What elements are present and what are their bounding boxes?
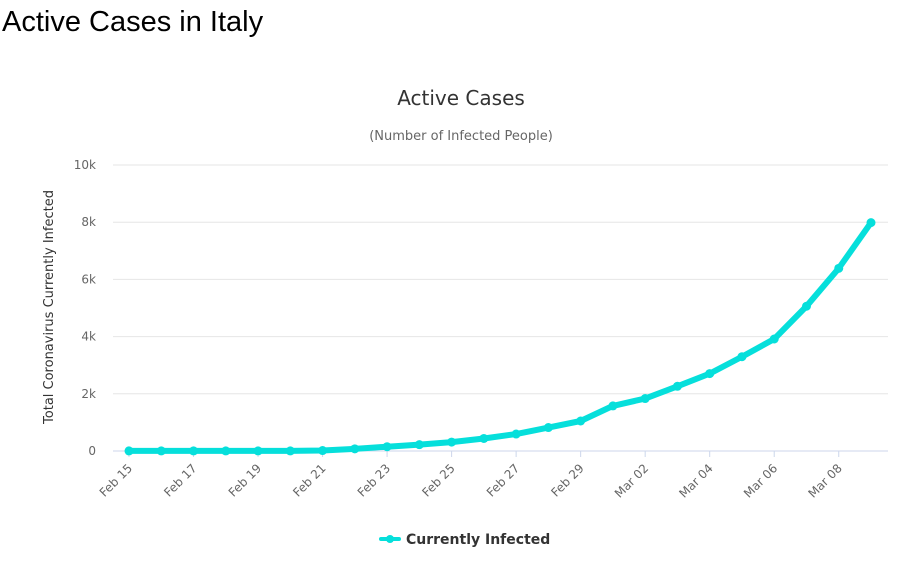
data-point[interactable]: [672, 381, 682, 391]
x-tick-label: Mar 04: [676, 461, 715, 500]
legend-item-currently-infected[interactable]: Currently Infected: [406, 532, 550, 548]
y-tick-label: 10k: [74, 158, 96, 172]
series-currently-infected[interactable]: [124, 218, 876, 456]
data-point[interactable]: [576, 416, 586, 426]
y-tick-label: 0: [88, 444, 96, 458]
gridlines: [113, 164, 888, 452]
data-point[interactable]: [511, 429, 521, 439]
data-point[interactable]: [769, 334, 779, 344]
chart-subtitle: (Number of Infected People): [369, 129, 553, 144]
y-tick-label: 6k: [81, 272, 96, 286]
data-point[interactable]: [414, 440, 424, 450]
data-point[interactable]: [866, 218, 876, 228]
data-point[interactable]: [608, 401, 618, 411]
data-point[interactable]: [543, 423, 553, 433]
y-tick-label: 8k: [81, 215, 96, 229]
legend-marker: [386, 535, 394, 543]
x-tick-label: Feb 19: [226, 461, 264, 499]
x-tick-label: Mar 08: [805, 461, 844, 500]
x-tick-label: Mar 06: [741, 461, 780, 500]
y-tick-label: 4k: [81, 330, 96, 344]
chart-title: Active Cases: [397, 86, 525, 110]
legend[interactable]: Currently Infected: [379, 532, 550, 548]
data-point[interactable]: [156, 446, 166, 456]
page-title: Active Cases in Italy: [2, 6, 264, 38]
x-tick-label: Feb 21: [290, 461, 328, 499]
data-point[interactable]: [318, 446, 328, 456]
data-point[interactable]: [640, 394, 650, 404]
x-tick-label: Feb 23: [355, 461, 393, 499]
data-point[interactable]: [285, 446, 295, 456]
data-point[interactable]: [382, 442, 392, 452]
data-point[interactable]: [350, 444, 360, 454]
data-point[interactable]: [253, 446, 263, 456]
data-point[interactable]: [737, 352, 747, 362]
data-point[interactable]: [189, 446, 199, 456]
y-axis-label: Total Coronavirus Currently Infected: [42, 190, 57, 425]
x-axis-ticks: Feb 15 Feb 17 Feb 19 Feb 21 Feb 23 Feb 25 Feb …: [97, 451, 845, 501]
data-point[interactable]: [705, 369, 715, 379]
data-point[interactable]: [801, 301, 811, 311]
x-tick-label: Feb 17: [161, 461, 199, 499]
data-point[interactable]: [124, 446, 134, 456]
x-tick-label: Mar 02: [612, 461, 651, 500]
x-tick-label: Feb 27: [484, 461, 522, 499]
data-point[interactable]: [834, 263, 844, 273]
y-tick-label: 2k: [81, 387, 96, 401]
x-tick-label: Feb 25: [419, 461, 457, 499]
data-point[interactable]: [479, 433, 489, 443]
y-axis-ticks: 0 2k 4k 6k 8k 10k: [74, 158, 96, 458]
data-point[interactable]: [221, 446, 231, 456]
data-point[interactable]: [447, 437, 457, 447]
x-tick-label: Feb 15: [97, 461, 135, 499]
series-line: [126, 219, 874, 454]
x-tick-label: Feb 29: [548, 461, 586, 499]
